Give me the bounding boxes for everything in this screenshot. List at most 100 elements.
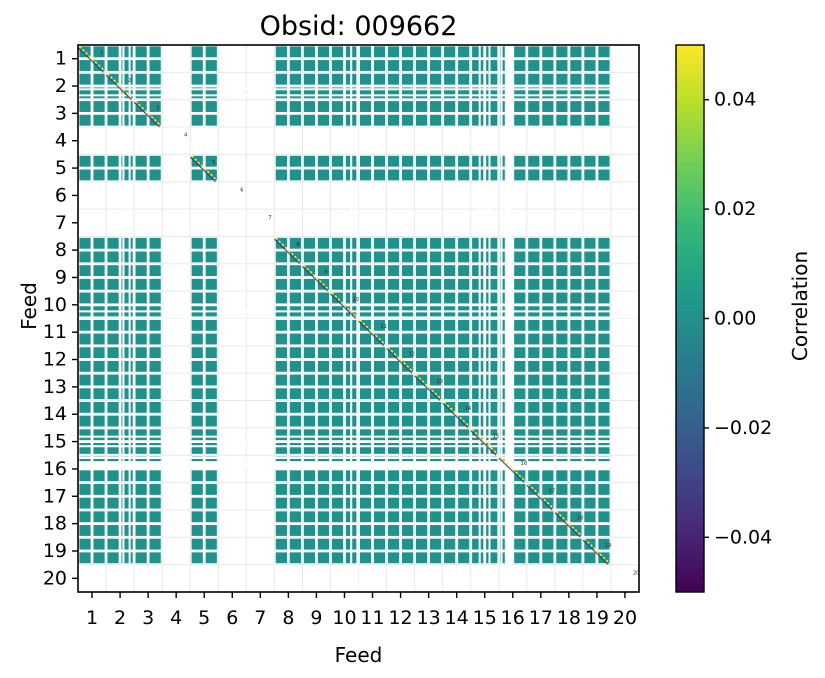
correlation-cell: [598, 251, 610, 263]
feed-diagonal-label: 16: [521, 461, 527, 467]
correlation-cell: [401, 497, 414, 509]
correlation-cell: [359, 374, 372, 386]
correlation-cell: [514, 429, 526, 441]
correlation-cell: [359, 525, 372, 536]
correlation-cell: [556, 319, 568, 331]
correlation-cell: [289, 347, 301, 359]
correlation-cell: [79, 415, 91, 427]
y-tick-label: 12: [43, 349, 67, 371]
correlation-cell: [135, 538, 147, 550]
correlation-cell: [93, 87, 105, 99]
correlation-cell: [514, 319, 526, 331]
correlation-cell: [584, 251, 596, 263]
correlation-cell: [107, 319, 119, 331]
correlation-cell: [542, 73, 554, 85]
correlation-cell: [444, 497, 456, 509]
correlation-cell: [373, 251, 386, 263]
correlation-cell: [121, 360, 133, 372]
correlation-cell: [472, 470, 484, 482]
correlation-cell: [289, 333, 301, 345]
correlation-cell: [430, 169, 442, 181]
diagonal-shadow-line: [498, 457, 525, 483]
correlation-cell: [514, 388, 526, 400]
correlation-cell: [430, 319, 442, 331]
correlation-cell: [107, 374, 119, 386]
correlation-cell: [93, 46, 105, 58]
correlation-cell: [289, 114, 301, 126]
correlation-cell: [303, 511, 316, 523]
correlation-cell: [359, 360, 372, 372]
correlation-cell: [528, 278, 540, 290]
feed-diagonal-label: 11: [381, 324, 387, 330]
correlation-cell: [542, 347, 554, 359]
colorbar-tick-label: 0.02: [714, 198, 756, 220]
y-tick-label: 4: [55, 130, 67, 152]
correlation-cell: [289, 388, 301, 400]
correlation-cell: [514, 497, 526, 509]
correlation-cell: [472, 265, 484, 277]
correlation-cell: [373, 155, 386, 167]
correlation-cell: [542, 484, 554, 495]
correlation-cell: [444, 401, 456, 413]
correlation-cell: [570, 484, 582, 495]
correlation-cell: [107, 155, 119, 167]
correlation-cell: [387, 333, 400, 345]
correlation-cell: [458, 511, 470, 523]
correlation-cell: [416, 429, 428, 441]
correlation-cell: [331, 87, 344, 99]
correlation-cell: [317, 155, 330, 167]
colorbar-tick-label: −0.02: [714, 417, 772, 439]
x-tick-label: 15: [473, 607, 497, 629]
correlation-cell: [79, 265, 91, 277]
correlation-cell: [107, 169, 119, 181]
correlation-cell: [430, 60, 442, 71]
correlation-cell: [444, 347, 456, 359]
correlation-cell: [514, 251, 526, 263]
correlation-cell: [416, 360, 428, 372]
correlation-cell: [191, 374, 203, 386]
correlation-cell: [584, 73, 596, 85]
x-tick-label: 17: [529, 607, 553, 629]
correlation-cell: [79, 429, 91, 441]
correlation-cell: [556, 155, 568, 167]
flagged-row-stripe: [78, 435, 639, 438]
correlation-cell: [444, 470, 456, 482]
feed-diagonal-label: 12: [409, 352, 415, 358]
correlation-cell: [416, 511, 428, 523]
correlation-cell: [542, 265, 554, 277]
correlation-cell: [430, 87, 442, 99]
correlation-cell: [79, 442, 91, 454]
correlation-cell: [387, 429, 400, 441]
correlation-cell: [430, 278, 442, 290]
correlation-cell: [93, 442, 105, 454]
correlation-cell: [317, 538, 330, 550]
correlation-cell: [598, 388, 610, 400]
correlation-cell: [458, 278, 470, 290]
correlation-cell: [93, 292, 105, 304]
correlation-cell: [205, 401, 217, 413]
correlation-cell: [584, 87, 596, 99]
correlation-cell: [528, 347, 540, 359]
correlation-cell: [444, 538, 456, 550]
correlation-cell: [444, 237, 456, 249]
correlation-cell: [205, 292, 217, 304]
correlation-cell: [289, 470, 301, 482]
y-tick-label: 15: [43, 431, 67, 453]
correlation-cell: [584, 401, 596, 413]
correlation-cell: [598, 73, 610, 85]
correlation-cell: [275, 251, 287, 263]
x-tick-label: 10: [332, 607, 356, 629]
correlation-cell: [359, 87, 372, 99]
correlation-cell: [472, 347, 484, 359]
correlation-cell: [303, 552, 316, 564]
correlation-cell: [472, 87, 484, 99]
correlation-cell: [359, 442, 372, 454]
correlation-cell: [387, 388, 400, 400]
y-tick-label: 11: [43, 321, 67, 343]
correlation-cell: [93, 525, 105, 536]
correlation-cell: [542, 319, 554, 331]
correlation-cell: [416, 169, 428, 181]
correlation-cell: [598, 60, 610, 71]
correlation-cell: [528, 319, 540, 331]
